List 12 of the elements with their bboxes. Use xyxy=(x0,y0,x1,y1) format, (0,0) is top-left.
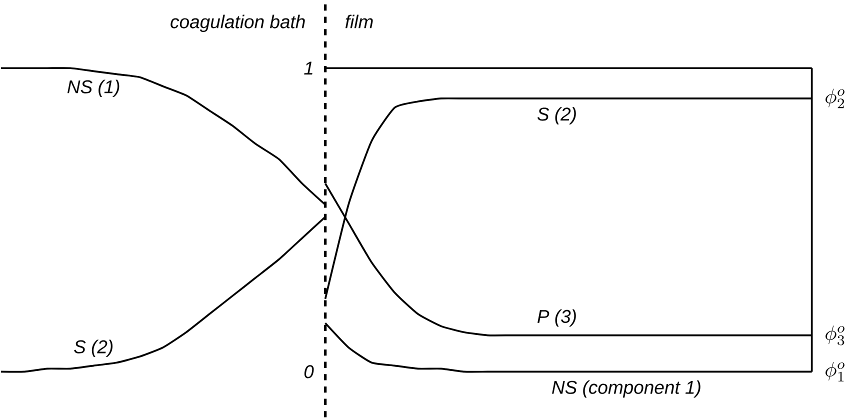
series-label: S (2) xyxy=(74,340,113,358)
y-tick-label: 1 xyxy=(304,62,312,75)
series-label: NS (1) xyxy=(67,80,120,98)
text: $\phi^{o}_{2}$ xyxy=(826,89,844,108)
y-tick-label: 0 xyxy=(304,365,314,378)
series-label: NS (component 1) xyxy=(552,380,700,398)
text: $\phi^{o}_{1}$ xyxy=(826,362,844,382)
text: $\phi^{o}_{3}$ xyxy=(826,326,844,346)
annotation: coagulation bath xyxy=(170,14,305,32)
series-label: S (2) xyxy=(537,107,576,125)
series-label: P (3) xyxy=(538,310,576,327)
annotation: film xyxy=(345,14,373,28)
